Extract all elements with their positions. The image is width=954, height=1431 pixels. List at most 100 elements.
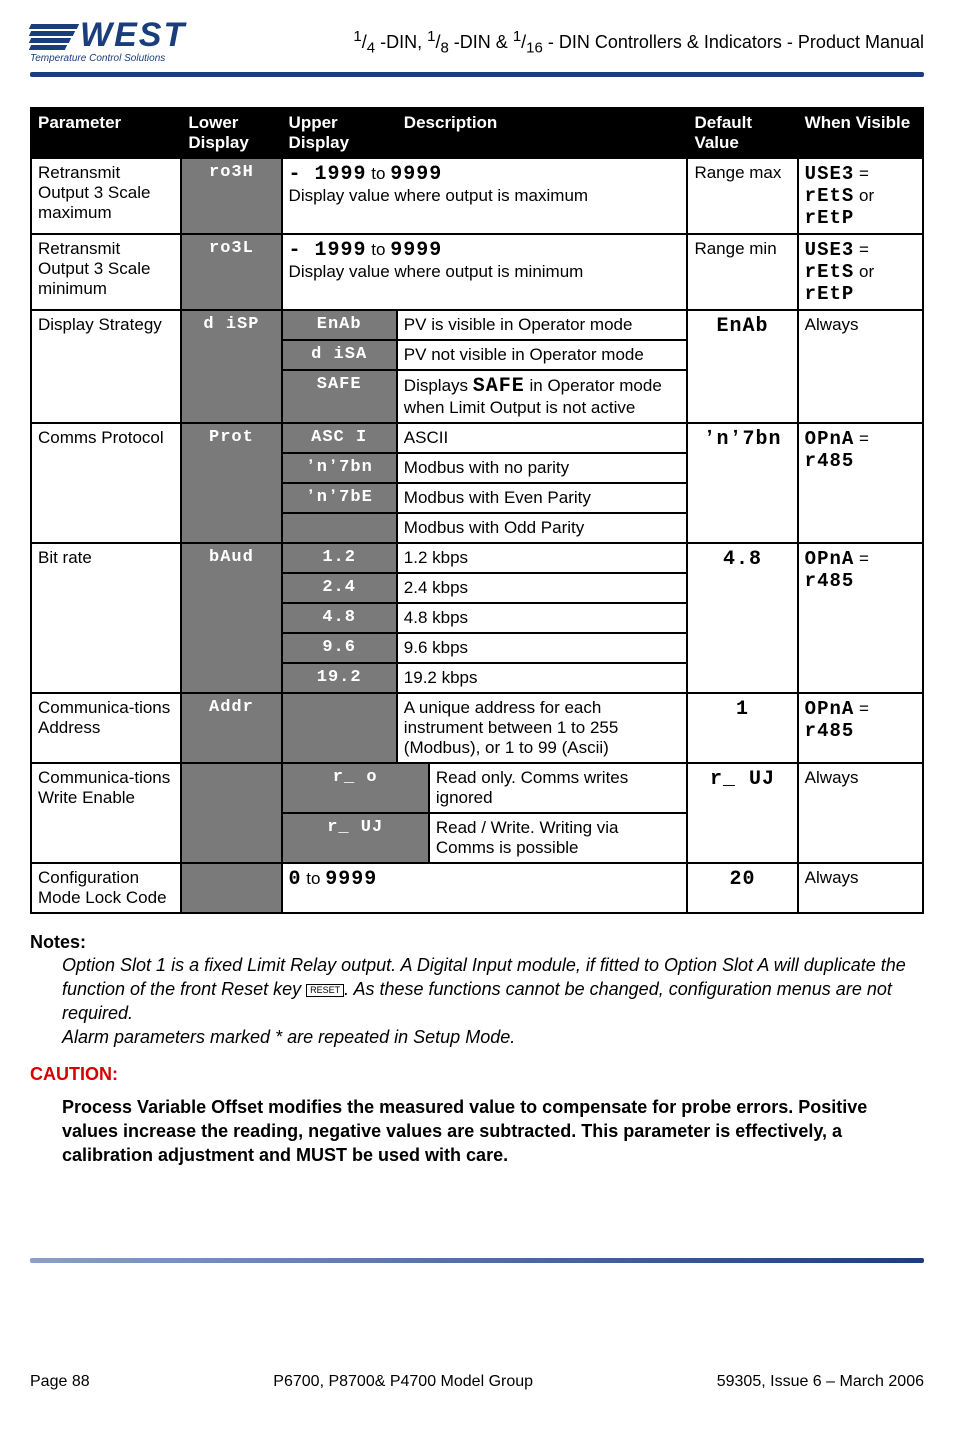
logo-text: WEST [80, 16, 186, 54]
desc: Display value where output is maximum [289, 186, 681, 206]
lower-display: bAud [181, 543, 281, 693]
col-description: Description [397, 108, 688, 158]
table-row: Configuration Mode Lock Code 0 to 9999 2… [31, 863, 923, 913]
table-row: Communica-tions Write Enable r_ o Read o… [31, 763, 923, 813]
col-upper: Upper Display [282, 108, 397, 158]
desc: A unique address for each instrument bet… [397, 693, 688, 763]
upper-display: 19.2 [282, 663, 397, 693]
notes-heading: Notes: [30, 932, 924, 953]
lower-display: ro3L [181, 234, 281, 310]
default-value: 4.8 [687, 543, 797, 693]
desc: Read / Write. Writing via Comms is possi… [429, 813, 688, 863]
desc: 9.6 kbps [397, 633, 688, 663]
lower-display: d iSP [181, 310, 281, 423]
default-value: ʼnʼ7bn [687, 423, 797, 543]
header-rule [30, 72, 924, 77]
param-name: Retransmit Output 3 Scale maximum [31, 158, 181, 234]
lower-display [181, 863, 281, 913]
logo-block: WEST Temperature Control Solutions [30, 20, 186, 64]
desc: Modbus with Odd Parity [397, 513, 688, 543]
param-name: Comms Protocol [31, 423, 181, 543]
caution-heading: CAUTION: [30, 1064, 924, 1085]
desc: Modbus with Even Parity [397, 483, 688, 513]
col-lower: Lower Display [181, 108, 281, 158]
lower-display: ro3H [181, 158, 281, 234]
parameter-table: Parameter Lower Display Upper Display De… [30, 107, 924, 914]
logo: WEST [30, 20, 186, 51]
param-name: Communica-tions Address [31, 693, 181, 763]
upper-display: 9.6 [282, 633, 397, 663]
desc: Display value where output is minimum [289, 262, 681, 282]
logo-tagline: Temperature Control Solutions [30, 53, 165, 64]
when-visible: OPnA = r485 [798, 543, 923, 693]
when-visible: Always [798, 763, 923, 863]
desc: Modbus with no parity [397, 453, 688, 483]
table-row: Retransmit Output 3 Scale maximum ro3H -… [31, 158, 923, 234]
when-visible: OPnA = r485 [798, 693, 923, 763]
footer-rule [30, 1258, 924, 1263]
desc: 19.2 kbps [397, 663, 688, 693]
footer-left: Page 88 [30, 1373, 90, 1391]
table-row: Communica-tions Address Addr A unique ad… [31, 693, 923, 763]
upper-display: ʼnʼ7bn [282, 453, 397, 483]
col-when: When Visible [798, 108, 923, 158]
range: - 1999 to 9999 [289, 239, 681, 262]
upper-and-desc: 0 to 9999 [282, 863, 688, 913]
logo-stripes-icon [30, 24, 78, 50]
upper-and-desc: - 1999 to 9999 Display value where outpu… [282, 158, 688, 234]
param-name: Configuration Mode Lock Code [31, 863, 181, 913]
when-visible: Always [798, 863, 923, 913]
desc: Displays SAFE in Operator mode when Limi… [397, 370, 688, 423]
desc: ASCII [397, 423, 688, 453]
upper-display: d iSA [282, 340, 397, 370]
table-row: Comms Protocol Prot ASC I ASCII ʼnʼ7bn O… [31, 423, 923, 453]
col-parameter: Parameter [31, 108, 181, 158]
table-header-row: Parameter Lower Display Upper Display De… [31, 108, 923, 158]
lower-display [181, 763, 281, 863]
default-value: EnAb [687, 310, 797, 423]
default-value: r_ UJ [687, 763, 797, 863]
table-row: Display Strategy d iSP EnAb PV is visibl… [31, 310, 923, 340]
default-value: Range min [687, 234, 797, 310]
when-visible: OPnA = r485 [798, 423, 923, 543]
page-header: WEST Temperature Control Solutions 1/4 -… [30, 20, 924, 64]
col-default: Default Value [687, 108, 797, 158]
range: - 1999 to 9999 [289, 163, 681, 186]
desc: 4.8 kbps [397, 603, 688, 633]
table-row: Bit rate bAud 1.2 1.2 kbps 4.8 OPnA = r4… [31, 543, 923, 573]
table-row: Retransmit Output 3 Scale minimum ro3L -… [31, 234, 923, 310]
notes-body: Option Slot 1 is a fixed Limit Relay out… [30, 953, 924, 1050]
footer-center: P6700, P8700& P4700 Model Group [273, 1373, 533, 1391]
caution-body: Process Variable Offset modifies the mea… [30, 1095, 924, 1168]
upper-display [282, 513, 397, 543]
page-footer: Page 88 P6700, P8700& P4700 Model Group … [30, 1373, 924, 1391]
upper-display: r_ o [282, 763, 429, 813]
when-visible: USE3 = rEtS or rEtP [798, 234, 923, 310]
upper-display: EnAb [282, 310, 397, 340]
desc: PV not visible in Operator mode [397, 340, 688, 370]
upper-and-desc: - 1999 to 9999 Display value where outpu… [282, 234, 688, 310]
footer-right: 59305, Issue 6 – March 2006 [717, 1373, 924, 1391]
desc: Read only. Comms writes ignored [429, 763, 688, 813]
upper-display: ASC I [282, 423, 397, 453]
notes-section: Notes: Option Slot 1 is a fixed Limit Re… [30, 932, 924, 1050]
upper-display: SAFE [282, 370, 397, 423]
upper-display: ʼnʼ7bE [282, 483, 397, 513]
upper-display: 2.4 [282, 573, 397, 603]
desc: PV is visible in Operator mode [397, 310, 688, 340]
lower-display: Prot [181, 423, 281, 543]
when-visible: Always [798, 310, 923, 423]
desc: 2.4 kbps [397, 573, 688, 603]
default-value: Range max [687, 158, 797, 234]
upper-display: 4.8 [282, 603, 397, 633]
param-name: Retransmit Output 3 Scale minimum [31, 234, 181, 310]
desc: 1.2 kbps [397, 543, 688, 573]
default-value: 1 [687, 693, 797, 763]
param-name: Display Strategy [31, 310, 181, 423]
param-name: Communica-tions Write Enable [31, 763, 181, 863]
upper-display: 1.2 [282, 543, 397, 573]
default-value: 20 [687, 863, 797, 913]
param-name: Bit rate [31, 543, 181, 693]
header-title: 1/4 -DIN, 1/8 -DIN & 1/16 - DIN Controll… [353, 28, 924, 57]
when-visible: USE3 = rEtS or rEtP [798, 158, 923, 234]
